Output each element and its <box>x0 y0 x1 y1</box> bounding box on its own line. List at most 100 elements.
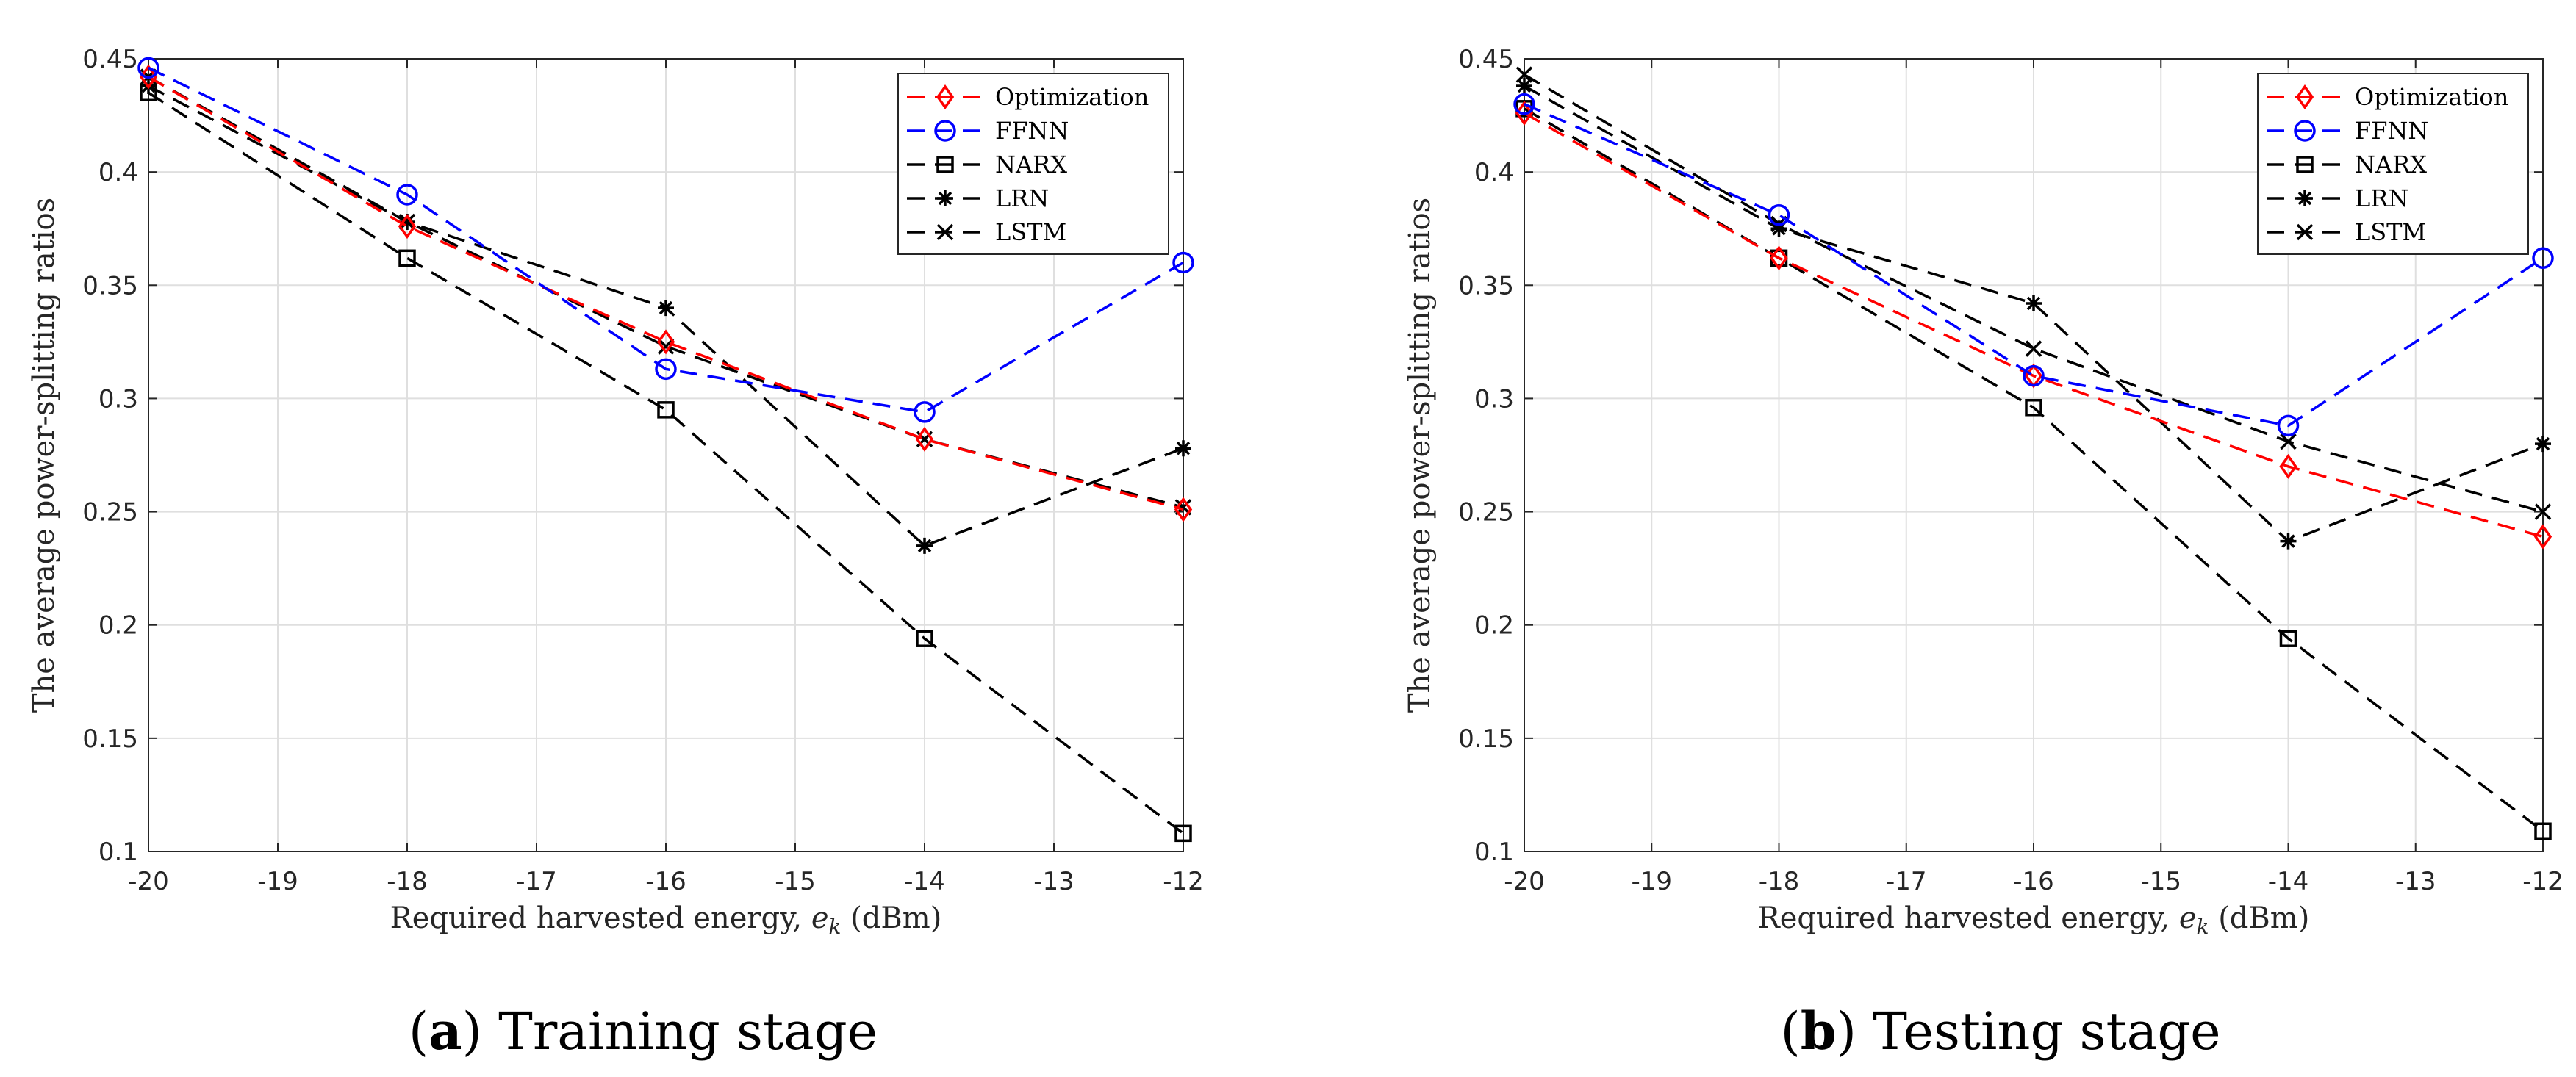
legend-label: LRN <box>995 184 1049 212</box>
data-point <box>137 57 159 79</box>
y-tick-label: 0.2 <box>1474 611 1514 641</box>
legend-entry: Optimization <box>2267 83 2508 111</box>
data-point <box>2025 399 2042 417</box>
data-point <box>2534 503 2552 520</box>
panel-caption: (b) Testing stage <box>1780 1001 2220 1062</box>
legend-label: NARX <box>2355 151 2427 179</box>
data-point <box>656 329 675 355</box>
legend-label: Optimization <box>995 83 1149 111</box>
legend: Optimization FFNN NARX LRN LSTM <box>2257 73 2529 255</box>
x-tick-label: -20 <box>128 867 169 896</box>
series-line <box>148 91 1185 835</box>
x-tick-label: -15 <box>775 867 816 896</box>
data-point <box>655 358 677 381</box>
data-point <box>1770 245 1788 271</box>
x-tick-label: -13 <box>1033 867 1074 896</box>
legend-label: NARX <box>995 151 1067 179</box>
y-axis-label: The average power-splitting ratios <box>27 198 61 713</box>
series-line <box>1524 112 2544 538</box>
legend-marker <box>936 223 954 241</box>
series-line <box>1524 73 2544 514</box>
x-tick-label: -14 <box>2268 867 2309 896</box>
data-point <box>1768 203 1790 226</box>
legend-marker <box>934 120 956 142</box>
data-point <box>1770 220 1787 237</box>
data-point <box>657 338 675 355</box>
legend-entry: LRN <box>907 184 1049 212</box>
x-axis-label: Required harvested energy, ek (dBm) <box>1758 901 2310 939</box>
series-narx <box>140 84 1192 843</box>
legend-marker <box>937 190 953 206</box>
data-point <box>2279 453 2297 479</box>
y-tick-label: 0.25 <box>82 498 138 527</box>
x-tick-label: -16 <box>2013 867 2054 896</box>
x-tick-label: -18 <box>387 867 428 896</box>
series-line <box>148 76 1184 511</box>
x-tick-label: -12 <box>1163 867 1204 896</box>
y-tick-label: 0.4 <box>1474 158 1514 187</box>
series-line <box>148 66 1184 414</box>
legend-label: FFNN <box>2355 117 2428 145</box>
data-point <box>657 401 675 419</box>
data-point <box>2277 414 2300 437</box>
chart-panel-b: -20 -19 -18 -17 -16 -15 -14 -13 -12 0.1 0.15 0.2 0.2… <box>1403 45 2564 1062</box>
data-point <box>139 64 158 90</box>
series-ffnn <box>137 57 1194 423</box>
data-point <box>1172 251 1194 274</box>
data-point <box>398 249 416 267</box>
x-tick-label: -17 <box>516 867 557 896</box>
y-tick-label: 0.1 <box>98 838 138 867</box>
data-point <box>916 630 933 647</box>
y-tick-label: 0.3 <box>98 384 138 414</box>
data-point <box>1174 824 1192 843</box>
data-point <box>658 300 674 317</box>
legend-label: Optimization <box>2355 83 2508 111</box>
data-point <box>2026 295 2042 311</box>
data-point <box>2532 247 2554 270</box>
data-point <box>2533 524 2552 550</box>
x-tick-label: -13 <box>2395 867 2436 896</box>
data-point <box>396 184 418 206</box>
data-point <box>2025 340 2042 357</box>
series-line <box>148 76 1184 509</box>
data-point <box>2280 433 2297 450</box>
data-point <box>2534 822 2552 840</box>
y-tick-label: 0.45 <box>1458 45 1514 74</box>
legend-label: LRN <box>2355 184 2408 212</box>
legend-entry: NARX <box>907 151 1067 179</box>
data-point <box>1516 77 1532 94</box>
series-line <box>1524 107 2544 832</box>
legend-label: LSTM <box>995 218 1066 246</box>
data-point <box>2280 533 2297 550</box>
panel-caption: (a) Training stage <box>409 1001 878 1062</box>
data-point <box>398 214 417 239</box>
x-tick-label: -16 <box>645 867 686 896</box>
legend-marker <box>2296 223 2314 241</box>
y-tick-label: 0.2 <box>98 611 138 641</box>
y-tick-label: 0.45 <box>82 45 138 74</box>
y-tick-label: 0.15 <box>1458 724 1514 754</box>
legend-entry: LRN <box>2267 184 2408 212</box>
legend-marker <box>2296 156 2314 173</box>
data-point <box>1515 100 1534 126</box>
x-tick-label: -12 <box>2522 867 2564 896</box>
y-tick-label: 0.4 <box>98 158 138 187</box>
axes-box <box>1524 58 2544 852</box>
data-point <box>914 401 936 423</box>
data-point <box>2535 436 2551 453</box>
x-tick-label: -17 <box>1886 867 1927 896</box>
series-line <box>1524 103 2544 428</box>
data-point <box>1175 440 1191 457</box>
x-tick-label: -15 <box>2140 867 2181 896</box>
legend-entry: FFNN <box>2267 117 2428 145</box>
legend-label: FFNN <box>995 117 1069 145</box>
data-point <box>916 537 933 554</box>
legend-marker <box>2297 190 2313 206</box>
y-tick-label: 0.15 <box>82 724 138 754</box>
x-tick-label: -18 <box>1759 867 1800 896</box>
y-tick-label: 0.35 <box>82 271 138 300</box>
series-optimization <box>139 64 1193 522</box>
legend-label: LSTM <box>2355 218 2426 246</box>
x-tick-label: -19 <box>257 867 298 896</box>
